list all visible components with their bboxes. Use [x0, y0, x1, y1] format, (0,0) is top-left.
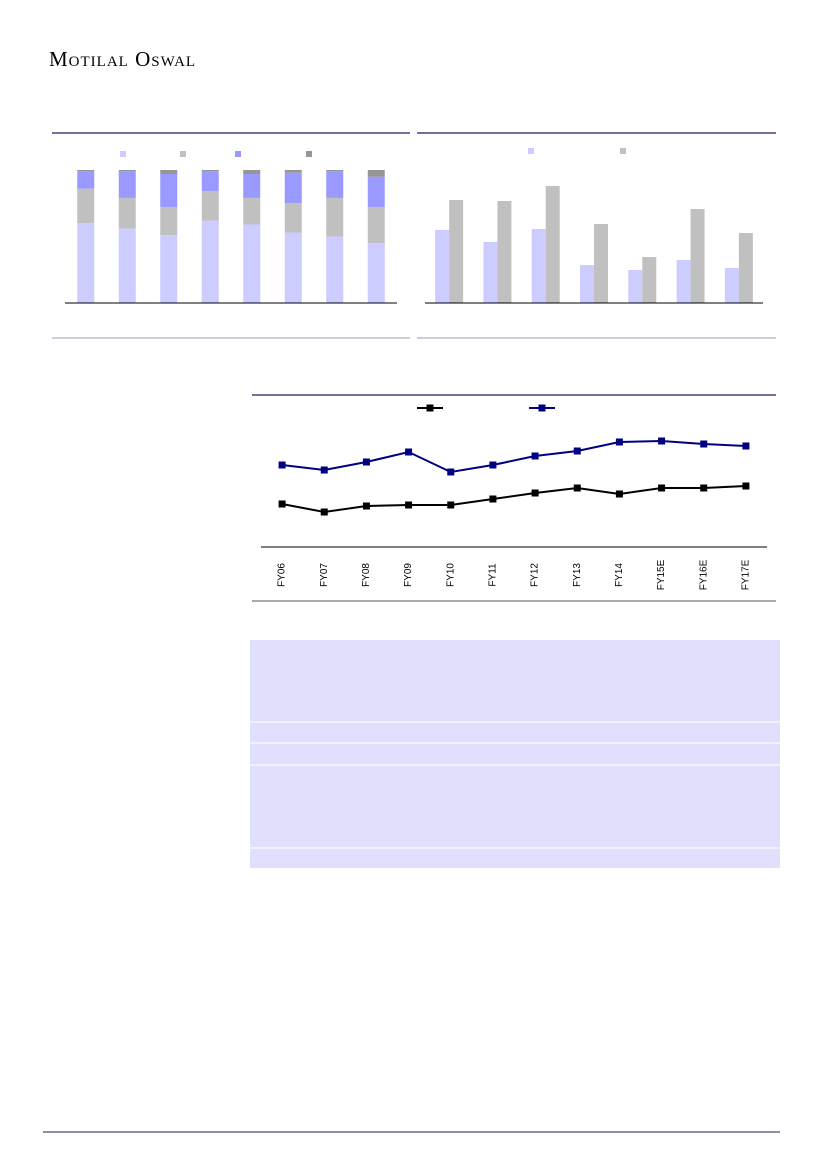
marker [278, 500, 286, 508]
bar-segment [77, 170, 95, 172]
bar [449, 200, 464, 303]
bar-segment [201, 170, 219, 172]
bar-segment [160, 173, 178, 208]
x-tick-label: FY14 [614, 563, 625, 587]
x-tick-label: FY17E [741, 559, 752, 590]
marker [742, 442, 750, 450]
marker [700, 484, 708, 492]
bar [545, 186, 560, 303]
legend-swatch [620, 148, 626, 154]
bar-segment [118, 170, 136, 172]
bar-segment [367, 170, 385, 177]
marker [615, 490, 623, 498]
x-tick-label: FY10 [445, 563, 456, 587]
bar-segment [243, 224, 261, 303]
line-series [281, 485, 746, 514]
legend-swatch [180, 151, 186, 157]
marker [447, 501, 455, 509]
bar [690, 209, 705, 303]
bar-segment [284, 203, 302, 233]
bar-segment [201, 171, 219, 192]
x-tick-label: FY11 [488, 563, 499, 587]
bar-segment [326, 197, 344, 237]
marker [742, 482, 750, 490]
bar [594, 224, 608, 303]
bar-segment [160, 170, 178, 174]
bar-segment [160, 207, 178, 236]
marker [362, 502, 370, 510]
marker [531, 489, 539, 497]
marker [658, 484, 666, 492]
bar-segment [77, 223, 95, 303]
marker [531, 452, 539, 460]
bar-segment [367, 243, 385, 303]
bar-segment [284, 232, 302, 303]
bar-segment [243, 173, 261, 198]
table-block [250, 640, 780, 868]
x-tick-label: FY16E [698, 559, 709, 590]
bar [724, 268, 739, 303]
bar-segment [77, 171, 95, 189]
x-tick-label: FY06 [277, 563, 288, 587]
bar [435, 230, 450, 303]
marker [489, 495, 497, 503]
bar [580, 265, 594, 303]
x-tick-label: FY15E [656, 559, 667, 590]
bar [628, 270, 643, 303]
bar [738, 233, 753, 303]
bar-segment [201, 220, 219, 303]
legend-swatch [120, 151, 126, 157]
marker [278, 461, 286, 469]
bar-segment [367, 207, 385, 244]
bar-segment [367, 176, 385, 208]
marker [320, 466, 328, 474]
legend-marker [538, 404, 546, 412]
marker [362, 458, 370, 466]
marker [700, 440, 708, 448]
marker [615, 438, 623, 446]
line-series [281, 439, 746, 474]
bar-segment [243, 197, 261, 225]
bar-segment [118, 228, 136, 303]
marker [320, 508, 328, 516]
x-tick-label: FY13 [572, 563, 583, 587]
legend-swatch [235, 151, 241, 157]
marker [447, 468, 455, 476]
x-tick-label: FY08 [361, 563, 372, 587]
bar-segment [118, 197, 136, 229]
bar [676, 260, 691, 303]
marker [405, 448, 413, 456]
bar [483, 242, 498, 303]
bar-segment [77, 188, 95, 224]
marker [573, 447, 581, 455]
legend-swatch [528, 148, 534, 154]
bar-segment [201, 191, 219, 221]
bar-segment [326, 170, 344, 172]
bar-segment [160, 235, 178, 303]
bar-segment [326, 171, 344, 198]
bar-segment [118, 171, 136, 198]
marker [489, 461, 497, 469]
marker [573, 484, 581, 492]
marker [658, 437, 666, 445]
brand: Motilal Oswal [49, 47, 196, 71]
x-tick-label: FY12 [530, 563, 541, 587]
bar-segment [284, 172, 302, 204]
legend-marker [426, 404, 434, 412]
x-tick-label: FY09 [403, 563, 414, 587]
bar-segment [284, 170, 302, 173]
bar-segment [243, 170, 261, 174]
bar [642, 257, 657, 303]
x-tick-label: FY07 [319, 563, 330, 587]
bar-segment [326, 236, 344, 303]
marker [405, 501, 413, 509]
bar [531, 229, 546, 303]
bar [497, 201, 512, 303]
legend-swatch [306, 151, 312, 157]
